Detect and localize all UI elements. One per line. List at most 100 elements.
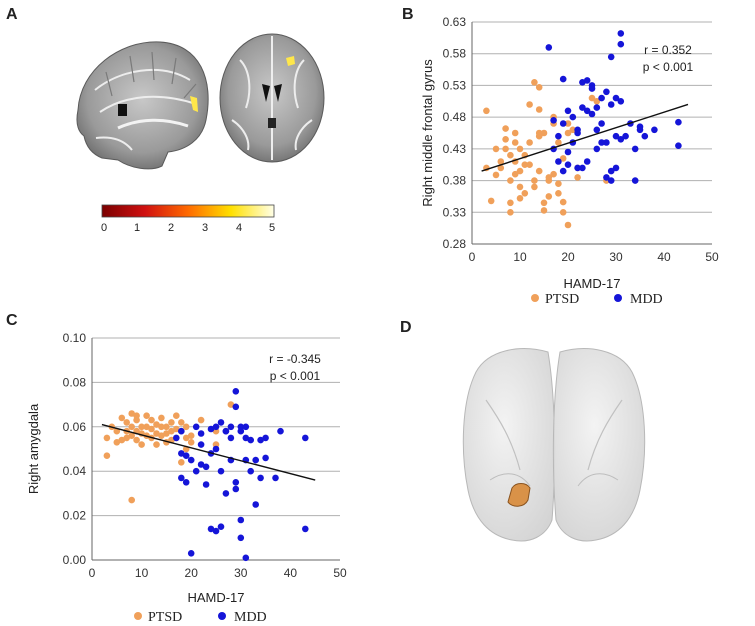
data-point-mdd [232, 403, 240, 411]
data-point-mdd [617, 136, 625, 143]
data-point-mdd [197, 461, 205, 468]
x-axis-title-c: HAMD-17 [187, 590, 244, 605]
y-axis-title-b: Right middle frontal gyrus [420, 59, 435, 207]
x-tick-label-c: 50 [333, 566, 347, 580]
data-point-mdd [588, 85, 596, 92]
chart-b: 0.28 0.33 0.38 0.43 0.48 0.53 0.58 0.63 0 10 20 30 4… [420, 15, 719, 291]
data-point-mdd [588, 110, 596, 118]
data-point-ptsd [531, 177, 538, 184]
data-point-mdd [607, 167, 615, 175]
data-point-mdd [197, 430, 205, 437]
data-point-mdd [617, 30, 625, 37]
chart-c: 0.00 0.02 0.04 0.06 0.08 0.10 0 10 20 30 40 50 HAMD-… [26, 331, 347, 605]
data-point-ptsd [516, 195, 524, 202]
data-point-ptsd [187, 439, 195, 446]
data-point-mdd [257, 474, 264, 482]
data-point-ptsd [502, 125, 509, 132]
data-point-mdd [207, 425, 215, 433]
data-point-mdd [631, 177, 639, 184]
data-point-mdd [593, 126, 601, 134]
stat-p-c: p < 0.001 [270, 369, 321, 383]
data-point-ptsd [487, 197, 495, 205]
x-tick-label-b: 10 [513, 250, 527, 264]
legend-c-ptsd-label: PTSD [148, 610, 182, 625]
stat-p-b: p < 0.001 [643, 60, 694, 74]
data-point-ptsd [197, 416, 205, 424]
data-point-ptsd [128, 496, 135, 504]
data-point-ptsd [113, 439, 121, 446]
data-point-mdd [607, 53, 615, 61]
data-point-mdd [302, 525, 309, 533]
data-point-mdd [237, 427, 245, 435]
data-point-ptsd [526, 139, 533, 146]
colorbar-tick-1: 1 [134, 222, 140, 234]
data-point-mdd [607, 177, 615, 184]
data-point-mdd [564, 161, 572, 168]
data-point-ptsd [168, 419, 175, 426]
data-point-ptsd [540, 129, 548, 137]
y-tick-label-b: 0.48 [443, 110, 467, 124]
data-point-ptsd [521, 161, 529, 168]
legend-b-ptsd-marker [531, 294, 539, 302]
data-point-ptsd [148, 425, 155, 433]
data-point-ptsd [516, 167, 524, 175]
regression-line-c [101, 423, 316, 481]
stat-r-b: r = 0.352 [644, 43, 692, 57]
data-point-mdd [182, 479, 190, 486]
data-point-ptsd [511, 170, 519, 178]
panel-c-label: C [6, 312, 18, 329]
data-point-mdd [583, 77, 591, 84]
data-point-ptsd [158, 414, 165, 422]
panel-b-label: B [402, 6, 414, 23]
data-point-mdd [277, 427, 284, 435]
data-point-ptsd [516, 183, 524, 191]
data-point-ptsd [502, 136, 509, 143]
data-point-mdd [675, 142, 682, 149]
data-point-mdd [641, 132, 649, 140]
data-point-ptsd [535, 106, 543, 113]
x-tick-label-c: 30 [234, 566, 248, 580]
data-point-ptsd [545, 193, 553, 200]
data-point-mdd [178, 450, 185, 457]
data-point-mdd [178, 474, 185, 482]
colorbar: 0 1 2 3 4 5 [101, 204, 275, 234]
data-point-mdd [202, 481, 210, 488]
y-tick-label-b: 0.53 [443, 78, 467, 92]
data-point-ptsd [173, 412, 180, 420]
data-point-mdd [237, 534, 245, 542]
data-point-ptsd [502, 145, 509, 153]
data-point-ptsd [158, 432, 165, 440]
data-point-ptsd [564, 129, 572, 137]
x-tick-label-b: 20 [561, 250, 575, 264]
data-point-ptsd [118, 414, 126, 422]
data-point-mdd [579, 164, 586, 172]
data-point-mdd [212, 445, 220, 453]
data-point-mdd [617, 40, 625, 48]
data-point-mdd [622, 132, 629, 140]
data-point-mdd [237, 516, 245, 524]
data-point-ptsd [182, 423, 190, 431]
data-point-ptsd [521, 190, 529, 197]
data-point-mdd [555, 132, 562, 140]
data-point-ptsd [516, 145, 524, 153]
y-tick-label-b: 0.43 [443, 142, 467, 156]
data-point-mdd [242, 554, 250, 562]
data-point-ptsd [163, 430, 170, 437]
data-point-mdd [612, 164, 620, 172]
y-tick-label-c: 0.06 [63, 420, 87, 434]
data-point-ptsd [187, 432, 195, 440]
data-point-mdd [612, 94, 620, 102]
data-point-ptsd [158, 423, 165, 431]
data-point-mdd [598, 139, 605, 146]
data-point-ptsd [555, 139, 562, 146]
colorbar-tick-2: 2 [168, 222, 174, 234]
data-point-mdd [574, 129, 581, 137]
data-point-ptsd [133, 436, 140, 444]
x-tick-label-c: 20 [185, 566, 199, 580]
data-point-mdd [252, 456, 259, 464]
legend-b: PTSD MDD [531, 292, 663, 307]
data-point-ptsd [103, 452, 111, 460]
data-point-ptsd [564, 221, 572, 229]
data-point-mdd [559, 120, 567, 127]
data-point-ptsd [123, 419, 130, 426]
